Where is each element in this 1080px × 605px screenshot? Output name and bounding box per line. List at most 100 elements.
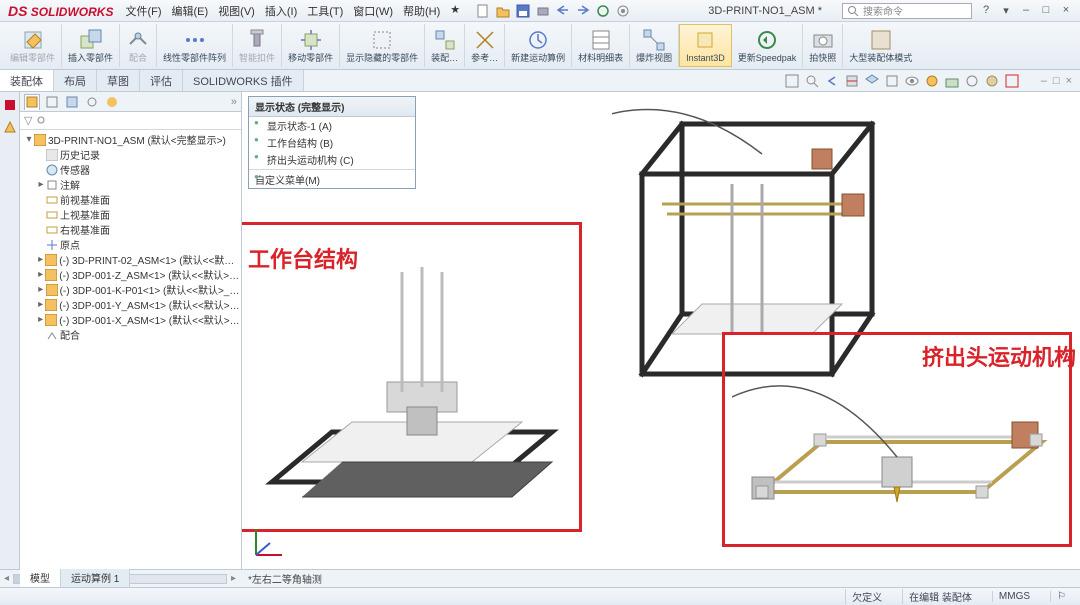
menu-star-icon[interactable]: ★ (446, 1, 464, 21)
tree-origin[interactable]: 原点 (20, 237, 241, 252)
search-input[interactable]: 搜索命令 (842, 3, 972, 19)
help-icon[interactable]: ? (978, 4, 994, 17)
tree-mates[interactable]: 配合 (20, 327, 241, 342)
close-doc-icon[interactable]: × (1066, 75, 1072, 87)
min-doc-icon[interactable]: – (1041, 75, 1047, 87)
rg-linear-pattern[interactable]: 线性零部件阵列 (157, 24, 233, 67)
tree-comp-4[interactable]: ▸(-) 3DP-001-Y_ASM<1> (默认<<默认>_外观 (20, 297, 241, 312)
tree-root[interactable]: ▾3D-PRINT-NO1_ASM (默认<完整显示>) (20, 132, 241, 147)
tree-comp-5[interactable]: ▸(-) 3DP-001-X_ASM<1> (默认<<默认>_外观 (20, 312, 241, 327)
tree-top-plane[interactable]: 上视基准面 (20, 207, 241, 222)
rg-edit-component[interactable]: 编辑零部件 (4, 24, 62, 67)
section-icon[interactable] (845, 74, 859, 88)
display-state-custom[interactable]: 自定义菜单(M) (249, 171, 415, 188)
rg-instant3d[interactable]: Instant3D (679, 24, 732, 67)
fm-property-tab[interactable] (44, 94, 60, 110)
menu-window[interactable]: 窗口(W) (349, 1, 397, 21)
fm-config-tab[interactable] (64, 94, 80, 110)
rg-new-motion[interactable]: 新建运动算例 (505, 24, 572, 67)
render-icon[interactable] (985, 74, 999, 88)
scroll-left-icon[interactable]: ◂ (0, 573, 13, 584)
tree-comp-1[interactable]: ▸(-) 3D-PRINT-02_ASM<1> (默认<<默认>_外 (20, 252, 241, 267)
tree-right-plane[interactable]: 右视基准面 (20, 222, 241, 237)
menu-insert[interactable]: 插入(I) (261, 1, 301, 21)
tab-assembly[interactable]: 装配体 (0, 70, 54, 91)
zoom-area-icon[interactable] (805, 74, 819, 88)
rg-mate[interactable]: 配合 (120, 24, 157, 67)
open-icon[interactable] (496, 4, 510, 18)
design-lib-icon[interactable] (3, 120, 17, 134)
view-triad (248, 521, 290, 563)
status-flag-icon[interactable]: ⚐ (1050, 591, 1072, 602)
rg-assembly-features[interactable]: 装配… (425, 24, 465, 67)
tab-sketch[interactable]: 草图 (97, 70, 140, 91)
rg-snapshot[interactable]: 拍快照 (803, 24, 843, 67)
fm-tree-tab[interactable] (24, 94, 40, 110)
fm-expand-icon[interactable]: » (231, 96, 237, 108)
feature-tree[interactable]: ▾3D-PRINT-NO1_ASM (默认<完整显示>) 历史记录 传感器 ▸注… (20, 130, 241, 569)
show-hidden-icon (370, 28, 394, 52)
display-style-icon[interactable] (885, 74, 899, 88)
rg-smart-fastener[interactable]: 智能扣件 (233, 24, 282, 67)
view-orient-icon[interactable] (865, 74, 879, 88)
fm-display-tab[interactable] (104, 94, 120, 110)
undo-icon[interactable] (556, 4, 570, 18)
minimize-icon[interactable]: – (1018, 4, 1034, 17)
tab-model[interactable]: 模型 (20, 569, 61, 587)
max-doc-icon[interactable]: □ (1053, 75, 1060, 87)
scene-icon[interactable] (945, 74, 959, 88)
tab-sw-addins[interactable]: SOLIDWORKS 插件 (183, 70, 304, 91)
tree-history[interactable]: 历史记录 (20, 147, 241, 162)
rg-assembly-label: 装配… (431, 53, 458, 63)
menu-help[interactable]: 帮助(H) (399, 1, 444, 21)
tab-layout[interactable]: 布局 (54, 70, 97, 91)
graphics-viewport[interactable]: 显示状态 (完整显示) 显示状态-1 (A) 工作台结构 (B) 挤出头运动机构… (242, 92, 1080, 569)
full-screen-icon[interactable] (1005, 74, 1019, 88)
menu-file[interactable]: 文件(F) (121, 1, 165, 21)
maximize-icon[interactable]: □ (1038, 4, 1054, 17)
zoom-fit-icon[interactable] (785, 74, 799, 88)
save-icon[interactable] (516, 4, 530, 18)
menu-view[interactable]: 视图(V) (214, 1, 259, 21)
rg-reference[interactable]: 参考… (465, 24, 505, 67)
tab-motion-study-1[interactable]: 运动算例 1 (61, 569, 130, 587)
status-units[interactable]: MMGS (992, 591, 1036, 602)
rg-insert-component[interactable]: 插入零部件 (62, 24, 120, 67)
redo-icon[interactable] (576, 4, 590, 18)
rg-show-hidden[interactable]: 显示隐藏的零部件 (340, 24, 425, 67)
task-pane-tabs (0, 92, 20, 569)
rg-large-asm[interactable]: 大型装配体模式 (843, 24, 918, 67)
rg-move-component[interactable]: 移动零部件 (282, 24, 340, 67)
hide-show-icon[interactable] (905, 74, 919, 88)
exploded-icon (642, 28, 666, 52)
tree-comp-3[interactable]: ▸(-) 3DP-001-K-P01<1> (默认<<默认>_显示 (20, 282, 241, 297)
user-icon[interactable]: ▾ (998, 4, 1014, 17)
options-icon[interactable] (616, 4, 630, 18)
print-icon[interactable] (536, 4, 550, 18)
tab-evaluate[interactable]: 评估 (140, 70, 183, 91)
display-state-a[interactable]: 显示状态-1 (A) (249, 117, 415, 134)
sw-resources-icon[interactable] (3, 98, 17, 112)
prev-view-icon[interactable] (825, 74, 839, 88)
menu-tools[interactable]: 工具(T) (303, 1, 347, 21)
appearance-icon[interactable] (925, 74, 939, 88)
filter-funnel-icon[interactable]: ▽ (24, 114, 32, 127)
display-states-popup[interactable]: 显示状态 (完整显示) 显示状态-1 (A) 工作台结构 (B) 挤出头运动机构… (248, 96, 416, 189)
rg-exploded[interactable]: 爆炸视图 (630, 24, 679, 67)
tree-comp-2[interactable]: ▸(-) 3DP-001-Z_ASM<1> (默认<<默认>_外观 (20, 267, 241, 282)
menu-edit[interactable]: 编辑(E) (168, 1, 213, 21)
rg-bom[interactable]: 材料明细表 (572, 24, 630, 67)
new-icon[interactable] (476, 4, 490, 18)
display-state-c[interactable]: 挤出头运动机构 (C) (249, 151, 415, 168)
rg-update-speedpak[interactable]: 更新Speedpak (732, 24, 804, 67)
tree-annotations[interactable]: ▸注解 (20, 177, 241, 192)
rebuild-icon[interactable] (596, 4, 610, 18)
filter-search-icon[interactable] (36, 115, 48, 127)
scroll-right-icon[interactable]: ▸ (227, 573, 240, 584)
close-icon[interactable]: × (1058, 4, 1074, 17)
tree-front-plane[interactable]: 前视基准面 (20, 192, 241, 207)
display-state-b[interactable]: 工作台结构 (B) (249, 134, 415, 151)
view-settings-icon[interactable] (965, 74, 979, 88)
tree-sensors[interactable]: 传感器 (20, 162, 241, 177)
fm-dimxpert-tab[interactable] (84, 94, 100, 110)
